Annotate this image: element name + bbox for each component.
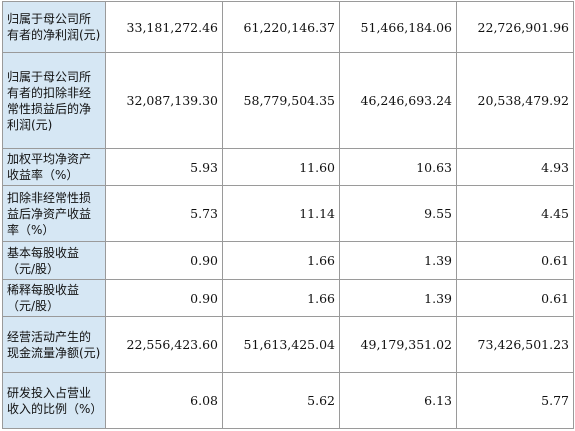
row-label: 归属于母公司所有者的净利润(元) xyxy=(2,1,106,53)
table-cell: 58,779,504.35 xyxy=(222,52,340,149)
table-cell: 20,538,479.92 xyxy=(456,52,574,149)
table-cell: 1.66 xyxy=(222,279,340,317)
table-row: 基本每股收益（元/股） 0.90 1.66 1.39 0.61 xyxy=(2,241,574,280)
table-row: 研发投入占营业收入的比例（%） 6.08 5.62 6.13 5.77 xyxy=(2,372,574,429)
table-cell: 6.13 xyxy=(339,372,457,429)
table-row: 归属于母公司所有者的扣除非经常性损益后的净利润(元) 32,087,139.30… xyxy=(2,52,574,149)
table-cell: 9.55 xyxy=(339,185,457,242)
table-cell: 5.73 xyxy=(105,185,223,242)
table-cell: 10.63 xyxy=(339,148,457,186)
table-cell: 22,726,901.96 xyxy=(456,1,574,53)
table-cell: 51,466,184.06 xyxy=(339,1,457,53)
table-cell: 1.39 xyxy=(339,279,457,317)
table-cell: 5.62 xyxy=(222,372,340,429)
table-cell: 46,246,693.24 xyxy=(339,52,457,149)
table-cell: 61,220,146.37 xyxy=(222,1,340,53)
table-cell: 5.77 xyxy=(456,372,574,429)
row-label: 基本每股收益（元/股） xyxy=(2,241,106,280)
table-cell: 6.08 xyxy=(105,372,223,429)
table-row: 稀释每股收益（元/股） 0.90 1.66 1.39 0.61 xyxy=(2,279,574,317)
table-cell: 49,179,351.02 xyxy=(339,316,457,373)
row-label: 研发投入占营业收入的比例（%） xyxy=(2,372,106,429)
table-cell: 0.90 xyxy=(105,241,223,280)
table-row: 扣除非经常性损益后净资产收益率（%） 5.73 11.14 9.55 4.45 xyxy=(2,185,574,242)
table-row: 归属于母公司所有者的净利润(元) 33,181,272.46 61,220,14… xyxy=(2,1,574,53)
table-cell: 0.61 xyxy=(456,279,574,317)
table-cell: 73,426,501.23 xyxy=(456,316,574,373)
table-cell: 5.93 xyxy=(105,148,223,186)
table-cell: 32,087,139.30 xyxy=(105,52,223,149)
table-cell: 22,556,423.60 xyxy=(105,316,223,373)
row-label: 经营活动产生的现金流量净额(元) xyxy=(2,316,106,373)
table-cell: 4.93 xyxy=(456,148,574,186)
table-cell: 11.60 xyxy=(222,148,340,186)
table-row: 加权平均净资产收益率（%） 5.93 11.60 10.63 4.93 xyxy=(2,148,574,186)
table-row: 经营活动产生的现金流量净额(元) 22,556,423.60 51,613,42… xyxy=(2,316,574,373)
table-cell: 11.14 xyxy=(222,185,340,242)
table-cell: 0.90 xyxy=(105,279,223,317)
table-cell: 1.66 xyxy=(222,241,340,280)
table-cell: 0.61 xyxy=(456,241,574,280)
row-label: 扣除非经常性损益后净资产收益率（%） xyxy=(2,185,106,242)
table-cell: 4.45 xyxy=(456,185,574,242)
table-cell: 33,181,272.46 xyxy=(105,1,223,53)
row-label: 加权平均净资产收益率（%） xyxy=(2,148,106,186)
row-label: 稀释每股收益（元/股） xyxy=(2,279,106,317)
table-cell: 1.39 xyxy=(339,241,457,280)
table-cell: 51,613,425.04 xyxy=(222,316,340,373)
row-label: 归属于母公司所有者的扣除非经常性损益后的净利润(元) xyxy=(2,52,106,149)
